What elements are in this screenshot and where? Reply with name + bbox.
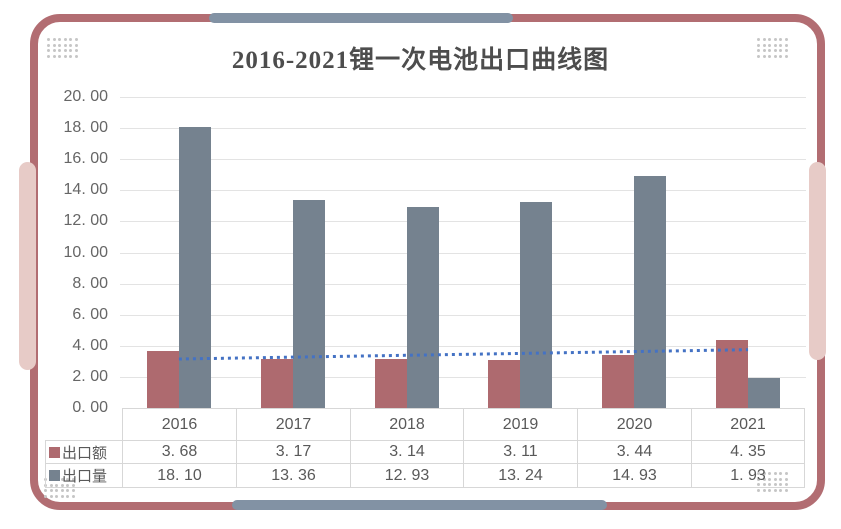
bar-出口量-2020 xyxy=(634,175,667,408)
table-cell-出口额: 3. 17 xyxy=(236,440,350,463)
table-cell-出口额: 3. 68 xyxy=(122,440,236,463)
accent-bar-right xyxy=(809,162,826,360)
gridline xyxy=(120,283,806,285)
table-year-header: 2016 xyxy=(122,408,236,440)
y-axis-tick-label: 20. 00 xyxy=(63,88,108,105)
bar-出口额-2019 xyxy=(488,359,521,408)
table-cell-出口量: 12. 93 xyxy=(350,463,463,488)
y-axis-tick-label: 8. 00 xyxy=(72,274,108,292)
gridline xyxy=(120,252,806,254)
y-axis-tick-label: 18. 00 xyxy=(63,119,108,137)
gridline xyxy=(120,376,806,378)
table-cell-出口额: 3. 14 xyxy=(350,440,463,463)
table-cell-出口量: 13. 36 xyxy=(236,463,350,488)
corner-dots-top-right-icon xyxy=(757,38,788,58)
y-axis-tick-label: 2. 00 xyxy=(72,367,108,385)
gridline xyxy=(120,159,806,161)
accent-bar-left xyxy=(19,162,36,370)
bar-出口额-2021 xyxy=(716,340,749,408)
y-axis-tick-label: 14. 00 xyxy=(63,181,108,199)
legend-label: 出口额 xyxy=(62,444,108,462)
bar-出口量-2019 xyxy=(520,202,553,408)
bar-出口额-2016 xyxy=(146,350,179,408)
gridline xyxy=(120,314,806,316)
legend-swatch-出口量 xyxy=(49,470,60,481)
table-row-header-出口量: 出口量 xyxy=(45,463,122,488)
y-axis-tick-label: 4. 00 xyxy=(72,336,108,354)
corner-dots-bottom-right-icon xyxy=(757,472,788,492)
table-year-header: 2017 xyxy=(236,408,350,440)
table-cell-出口量: 13. 24 xyxy=(463,463,577,488)
table-row-header-出口额: 出口额 xyxy=(45,440,122,463)
legend-label: 出口量 xyxy=(62,468,108,485)
y-axis-tick-label: 10. 00 xyxy=(63,243,108,261)
table-year-header: 2019 xyxy=(463,408,577,440)
corner-dots-top-left-icon xyxy=(47,38,78,58)
table-cell-出口量: 14. 93 xyxy=(577,463,691,488)
accent-bar-top xyxy=(209,13,513,23)
page-title: 2016-2021锂一次电池出口曲线图 xyxy=(231,47,610,74)
table-year-header: 2018 xyxy=(350,408,463,440)
table-year-header: 2021 xyxy=(691,408,805,440)
table-cell-出口量: 18. 10 xyxy=(122,463,236,488)
table-cell-出口额: 4. 35 xyxy=(691,440,805,463)
gridline xyxy=(120,345,806,347)
bar-出口量-2021 xyxy=(748,377,781,408)
y-axis-tick-label: 16. 00 xyxy=(63,150,108,168)
accent-bar-bottom xyxy=(232,500,607,510)
bar-出口额-2020 xyxy=(602,354,635,408)
table-cell-出口额: 3. 11 xyxy=(463,440,577,463)
bar-出口量-2016 xyxy=(178,126,211,408)
legend-swatch-出口额 xyxy=(49,446,60,458)
gridline xyxy=(120,221,806,223)
gridline xyxy=(120,97,806,98)
gridline xyxy=(120,190,806,192)
table-cell-出口额: 3. 44 xyxy=(577,440,691,463)
bar-出口额-2018 xyxy=(374,359,407,408)
bar-出口量-2017 xyxy=(292,200,325,408)
y-axis-tick-label: 12. 00 xyxy=(63,212,108,230)
table-year-header: 2020 xyxy=(577,408,691,440)
y-axis-tick-label: 6. 00 xyxy=(72,305,108,323)
gridline xyxy=(120,128,806,130)
table-cell-出口量: 1. 93 xyxy=(691,463,805,488)
y-axis-tick-label: 0. 00 xyxy=(72,399,108,416)
bar-出口量-2018 xyxy=(406,206,439,408)
bar-出口额-2017 xyxy=(260,358,293,408)
corner-dots-bottom-left-icon xyxy=(44,478,75,498)
